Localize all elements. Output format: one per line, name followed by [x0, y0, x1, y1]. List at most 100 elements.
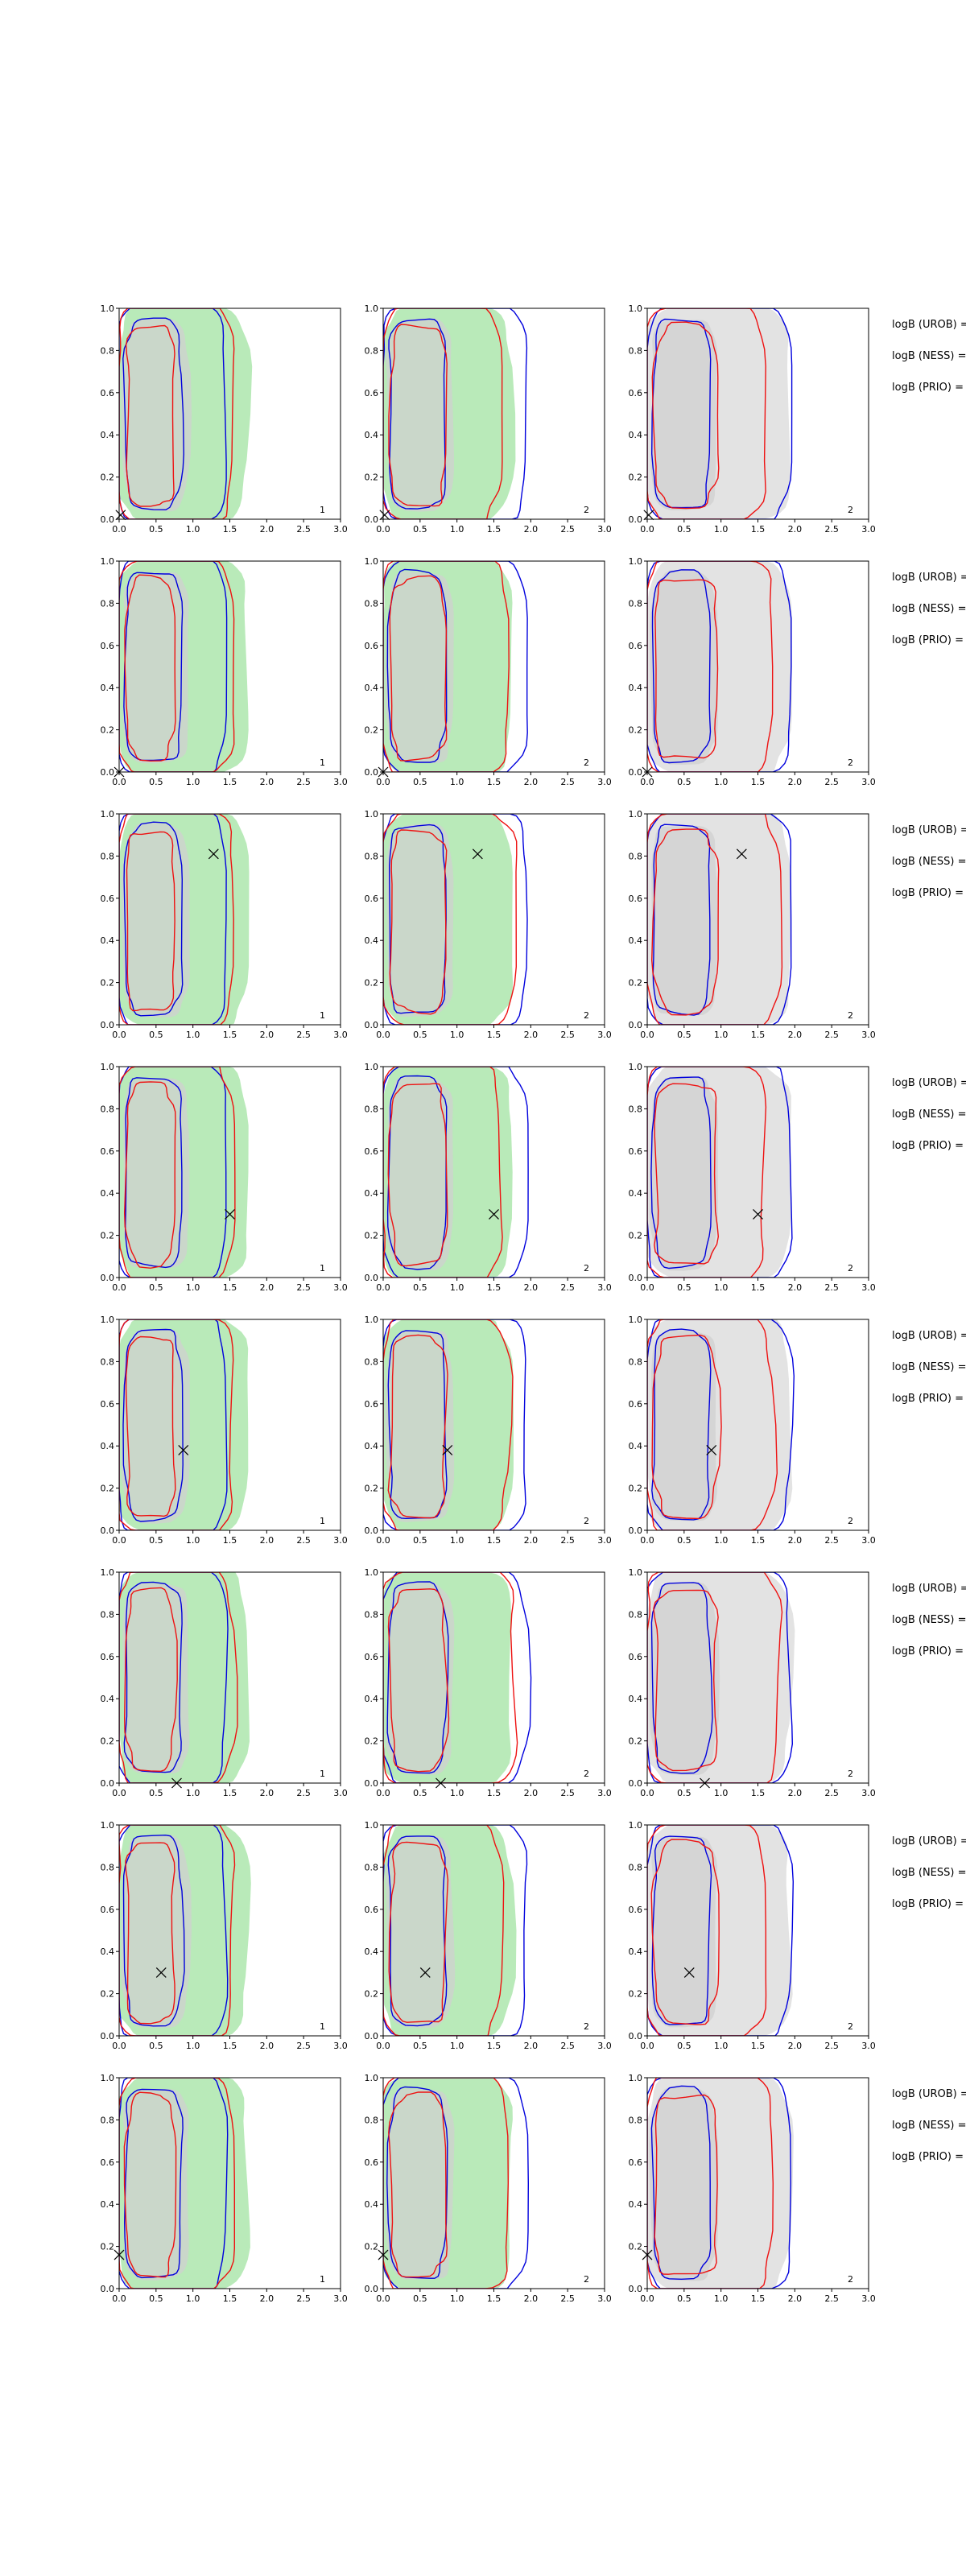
y-tick-label: 1.0 — [629, 1062, 643, 1072]
y-tick-label: 0.0 — [629, 2031, 643, 2041]
plot-area — [119, 1067, 249, 1278]
red-contour-outer — [647, 561, 774, 772]
y-tick-label: 0.6 — [365, 1399, 379, 1410]
x-tick-label: 2.0 — [524, 1282, 539, 1293]
inner-region — [386, 823, 454, 1018]
y-tick-label: 0.4 — [629, 430, 643, 440]
y-tick-label: 1.0 — [629, 303, 643, 314]
x-tick-label: 2.5 — [560, 777, 575, 787]
plot-area — [647, 814, 792, 1025]
x-tick-label: 2.5 — [560, 1788, 575, 1798]
x-tick-label: 0.0 — [640, 524, 654, 535]
x-tick-label: 2.5 — [296, 1030, 311, 1040]
y-tick-label: 0.2 — [365, 978, 379, 989]
panel-r4-c2: 0.0 0.5 1.0 1.5 2.0 2.5 3.0 0.0 0.2 0.4 0.6 0.8 1.0 2 — [365, 1062, 612, 1293]
inner-region — [649, 2087, 719, 2281]
blue-contour-inner — [123, 821, 184, 1017]
plot-area — [647, 1319, 795, 1530]
panel-r7-c3: 0.0 0.5 1.0 1.5 2.0 2.5 3.0 0.0 0.2 0.4 0.6 0.8 1.0 2 — [629, 1820, 876, 2051]
blue-contour-inner — [386, 1581, 449, 1774]
y-tick-label: 0.2 — [101, 1231, 115, 1241]
row-label: logB (PRIO) = — [892, 2151, 964, 2163]
y-tick-label: 0.6 — [629, 388, 643, 398]
x-tick-label: 1.0 — [714, 2041, 729, 2051]
red-contour-outer — [647, 1067, 767, 1278]
panel-r7-c1: 0.0 0.5 1.0 1.5 2.0 2.5 3.0 0.0 0.2 0.4 0.6 0.8 1.0 1 — [101, 1820, 348, 2051]
x-tick-label: 3.0 — [333, 777, 348, 787]
red-contour-inner — [125, 324, 175, 507]
y-tick-label: 1.0 — [365, 809, 379, 819]
x-tick-label: 1.5 — [223, 1788, 237, 1798]
blue-contour-inner — [650, 318, 712, 509]
row-label: logB (UROB) = — [892, 1583, 966, 1595]
y-tick-label: 0.2 — [629, 978, 643, 989]
marker-x — [171, 1777, 182, 1789]
x-tick-label: 0.0 — [640, 1788, 654, 1798]
y-tick-label: 0.0 — [629, 2284, 643, 2294]
panel-r6-c2: 0.0 0.5 1.0 1.5 2.0 2.5 3.0 0.0 0.2 0.4 0.6 0.8 1.0 2 — [365, 1567, 612, 1798]
x-tick-label: 1.5 — [751, 524, 766, 535]
y-tick-label: 0.6 — [101, 1905, 115, 1915]
y-tick-label: 0.2 — [101, 1989, 115, 2000]
red-contour-inner — [654, 2094, 718, 2275]
x-tick-label: 1.0 — [186, 1535, 200, 1546]
x-tick-label: 0.5 — [413, 1030, 427, 1040]
y-tick-label: 0.6 — [629, 641, 643, 651]
panel-r4-c1: 0.0 0.5 1.0 1.5 2.0 2.5 3.0 0.0 0.2 0.4 0.6 0.8 1.0 1 — [101, 1062, 348, 1293]
inner-region — [651, 825, 718, 1016]
y-tick-label: 0.2 — [629, 1484, 643, 1494]
y-tick-label: 0.4 — [629, 1188, 643, 1199]
y-tick-label: 0.0 — [629, 1273, 643, 1283]
x-tick-label: 0.5 — [677, 1030, 691, 1040]
y-tick-label: 0.6 — [365, 1652, 379, 1662]
panel-r8-c1: 0.0 0.5 1.0 1.5 2.0 2.5 3.0 0.0 0.2 0.4 0.6 0.8 1.0 1 — [101, 2073, 348, 2304]
x-tick-label: 1.5 — [223, 2041, 237, 2051]
row-label: logB (PRIO) = — [892, 382, 964, 394]
x-tick-label: 3.0 — [333, 1030, 348, 1040]
plot-area — [647, 308, 793, 519]
x-tick-label: 1.5 — [223, 1535, 237, 1546]
y-tick-label: 1.0 — [365, 303, 379, 314]
y-tick-label: 1.0 — [101, 1062, 115, 1072]
red-contour-inner — [389, 829, 448, 1015]
x-tick-label: 3.0 — [333, 1535, 348, 1546]
plot-area — [119, 2078, 250, 2289]
row-label: logB (NESS) = — [892, 856, 966, 868]
x-tick-label: 0.0 — [112, 777, 126, 787]
x-tick-label: 1.0 — [714, 1282, 729, 1293]
panel-label: 1 — [320, 1769, 325, 1779]
row-label: logB (UROB) = — [892, 572, 966, 584]
x-tick-label: 2.0 — [788, 1535, 803, 1546]
row-label: logB (PRIO) = — [892, 887, 964, 899]
plot-area — [383, 1825, 528, 2036]
y-tick-label: 0.0 — [365, 514, 379, 525]
panel-r3-c1: 0.0 0.5 1.0 1.5 2.0 2.5 3.0 0.0 0.2 0.4 0.6 0.8 1.0 1 — [101, 809, 348, 1040]
x-tick-label: 0.0 — [112, 2041, 126, 2051]
plot-area — [647, 1825, 795, 2036]
row-label: logB (UROB) = — [892, 2088, 966, 2100]
y-tick-label: 0.8 — [365, 851, 379, 861]
panel-r6-c1: 0.0 0.5 1.0 1.5 2.0 2.5 3.0 0.0 0.2 0.4 0.6 0.8 1.0 1 — [101, 1567, 348, 1798]
x-tick-label: 2.0 — [260, 1282, 275, 1293]
row-label: logB (UROB) = — [892, 1077, 966, 1089]
plot-area — [647, 1572, 795, 1783]
marker-x — [700, 1777, 710, 1789]
y-tick-label: 0.0 — [101, 1778, 115, 1789]
x-tick-label: 0.5 — [149, 1282, 163, 1293]
blue-contour-inner — [651, 569, 712, 764]
y-tick-label: 0.2 — [101, 473, 115, 483]
y-tick-label: 0.4 — [101, 1694, 115, 1704]
panel-r1-c3: 0.0 0.5 1.0 1.5 2.0 2.5 3.0 0.0 0.2 0.4 0.6 0.8 1.0 2 — [629, 303, 876, 535]
x-tick-label: 0.0 — [376, 524, 390, 535]
x-tick-label: 0.0 — [112, 1788, 126, 1798]
y-tick-label: 1.0 — [101, 1820, 115, 1831]
panel-label: 2 — [848, 758, 853, 768]
blue-contour-inner — [651, 1328, 712, 1521]
y-tick-label: 1.0 — [629, 556, 643, 567]
y-tick-label: 0.6 — [101, 388, 115, 398]
x-tick-label: 1.5 — [751, 2041, 766, 2051]
row-label: logB (PRIO) = — [892, 1645, 964, 1657]
y-tick-label: 0.4 — [365, 1188, 379, 1199]
panel-label: 2 — [584, 2274, 589, 2285]
